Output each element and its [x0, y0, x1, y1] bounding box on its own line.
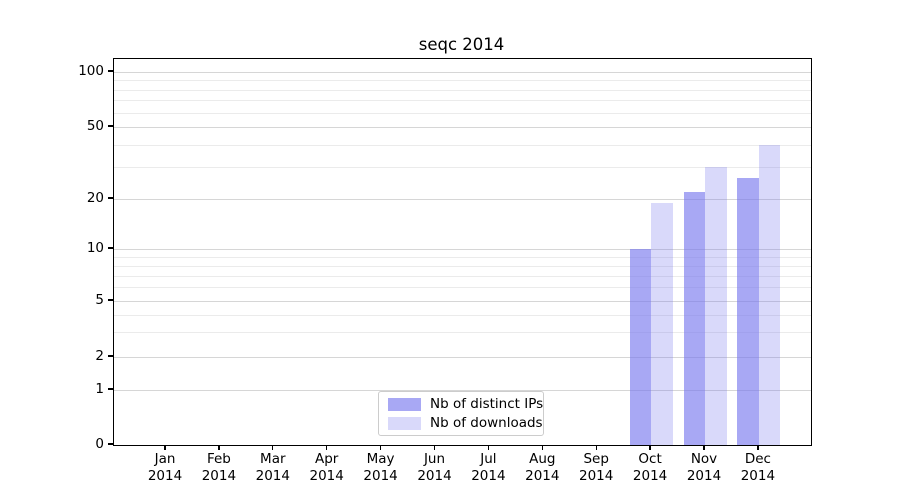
- month-year: 2014: [147, 467, 183, 484]
- month-year: 2014: [309, 467, 344, 484]
- x-tick-mark-dec: [757, 445, 759, 450]
- x-tick-label-sep: Sep 2014: [566, 451, 626, 484]
- gridline-minor-80: [114, 89, 811, 91]
- x-tick-label-aug: Aug 2014: [512, 451, 572, 484]
- month-name: Apr: [315, 451, 339, 467]
- gridline-major-1: [114, 390, 811, 391]
- y-tick-mark-5: [108, 299, 113, 301]
- month-year: 2014: [525, 467, 560, 484]
- month-year: 2014: [740, 467, 776, 484]
- x-tick-label-jul: Jul 2014: [458, 451, 518, 484]
- y-tick-mark-10: [108, 247, 113, 249]
- gridline-major-20: [114, 199, 811, 200]
- gridline-minor-90: [114, 80, 811, 82]
- month-year: 2014: [632, 467, 668, 484]
- x-tick-label-apr: Apr 2014: [297, 451, 357, 484]
- x-tick-mark-sep: [595, 445, 597, 450]
- bar-dec-downloads: [758, 144, 781, 445]
- x-tick-mark-feb: [218, 445, 220, 450]
- month-year: 2014: [363, 467, 398, 484]
- plot-area: [113, 58, 812, 446]
- gridline-major-2: [114, 357, 811, 358]
- month-name: Dec: [744, 451, 771, 467]
- y-tick-label-5: 5: [95, 292, 104, 308]
- month-name: Oct: [638, 451, 662, 467]
- x-tick-label-jan: Jan 2014: [135, 451, 195, 484]
- y-tick-mark-1: [108, 388, 113, 390]
- month-year: 2014: [201, 467, 237, 484]
- legend-label-ips: Nb of distinct IPs: [430, 396, 544, 412]
- month-name: Jul: [480, 451, 497, 467]
- legend-swatch-downloads: [388, 416, 421, 430]
- x-tick-label-may: May 2014: [351, 451, 411, 484]
- x-tick-mark-nov: [703, 445, 705, 450]
- legend: Nb of distinct IPs Nb of downloads: [378, 391, 544, 436]
- bar-nov-distinct-ips: [683, 191, 705, 445]
- y-tick-mark-2: [108, 355, 113, 357]
- y-tick-label-1: 1: [95, 381, 104, 397]
- month-name: Nov: [690, 451, 718, 467]
- y-tick-mark-0: [108, 443, 113, 445]
- x-tick-mark-may: [379, 445, 382, 450]
- bar-nov-downloads: [705, 167, 727, 445]
- y-tick-label-20: 20: [86, 190, 104, 206]
- bar-oct-distinct-ips: [629, 249, 652, 445]
- y-tick-mark-20: [108, 197, 113, 199]
- bar-oct-downloads: [651, 202, 673, 445]
- x-tick-label-dec: Dec 2014: [728, 451, 788, 484]
- legend-item-distinct-ips: Nb of distinct IPs: [379, 396, 543, 412]
- y-tick-label-100: 100: [78, 63, 104, 79]
- gridline-minor-6: [114, 287, 811, 289]
- month-name: Jun: [423, 451, 446, 467]
- legend-label-downloads: Nb of downloads: [430, 415, 543, 431]
- month-year: 2014: [686, 467, 722, 484]
- month-year: 2014: [417, 467, 452, 484]
- x-tick-label-jun: Jun 2014: [405, 451, 465, 484]
- legend-swatch-ips: [388, 397, 421, 411]
- legend-item-downloads: Nb of downloads: [379, 415, 543, 431]
- y-tick-label-0: 0: [95, 436, 104, 452]
- x-tick-label-mar: Mar 2014: [243, 451, 303, 484]
- y-tick-mark-50: [108, 125, 113, 127]
- gridline-major-10: [114, 249, 811, 250]
- y-tick-label-50: 50: [86, 118, 104, 134]
- x-tick-mark-mar: [272, 445, 274, 450]
- bar-dec-distinct-ips: [737, 178, 759, 445]
- y-tick-label-2: 2: [95, 348, 104, 364]
- gridline-minor-3: [114, 332, 811, 334]
- gridline-minor-9: [114, 256, 811, 258]
- month-name: Feb: [206, 451, 231, 467]
- gridline-minor-30: [114, 167, 811, 169]
- gridline-minor-60: [114, 112, 811, 114]
- x-tick-label-oct: Oct 2014: [620, 451, 680, 484]
- x-tick-mark-aug: [541, 445, 543, 450]
- month-year: 2014: [579, 467, 614, 484]
- gridline-minor-4: [114, 314, 811, 316]
- month-name: Mar: [260, 451, 286, 467]
- x-tick-label-feb: Feb 2014: [189, 451, 249, 484]
- gridline-major-100: [114, 72, 811, 73]
- month-name: Aug: [529, 451, 556, 467]
- month-year: 2014: [471, 467, 506, 484]
- x-tick-label-nov: Nov 2014: [674, 451, 734, 484]
- gridline-minor-8: [114, 265, 811, 267]
- x-tick-mark-jan: [164, 445, 166, 450]
- gridline-minor-7: [114, 275, 811, 277]
- x-tick-mark-oct: [649, 445, 651, 450]
- month-name: May: [366, 451, 395, 467]
- y-tick-mark-100: [108, 70, 113, 72]
- gridline-major-5: [114, 301, 811, 302]
- gridline-minor-70: [114, 100, 811, 102]
- x-tick-mark-jun: [433, 445, 436, 450]
- x-tick-mark-jul: [487, 445, 490, 450]
- month-year: 2014: [255, 467, 290, 484]
- y-tick-label-10: 10: [86, 240, 104, 256]
- month-name: Jan: [154, 451, 176, 467]
- gridline-minor-40: [114, 144, 811, 146]
- month-name: Sep: [583, 451, 609, 467]
- x-tick-mark-apr: [326, 445, 328, 450]
- gridline-major-50: [114, 127, 811, 128]
- chart-title: seqc 2014: [418, 35, 505, 54]
